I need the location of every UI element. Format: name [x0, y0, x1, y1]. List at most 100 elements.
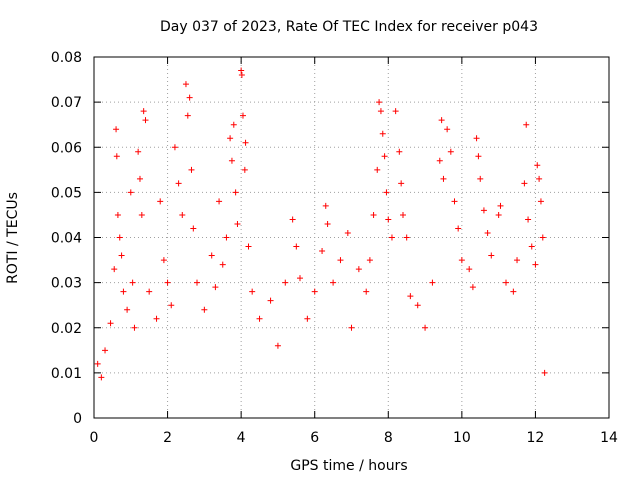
data-point: [304, 315, 311, 322]
data-point: [249, 288, 256, 295]
data-point: [289, 216, 296, 223]
data-point: [379, 130, 386, 137]
data-point: [521, 180, 528, 187]
data-point: [114, 211, 121, 218]
data-point: [497, 202, 504, 209]
data-point: [157, 198, 164, 205]
data-point: [190, 225, 197, 232]
chart-title: Day 037 of 2023, Rate Of TEC Index for r…: [160, 19, 538, 35]
data-point: [370, 211, 377, 218]
data-point: [311, 288, 318, 295]
x-tick-label: 8: [384, 430, 393, 446]
data-point: [234, 220, 241, 227]
data-point: [194, 279, 200, 286]
data-point: [171, 144, 178, 151]
data-point: [366, 257, 373, 264]
data-point: [532, 261, 539, 268]
data-point: [129, 279, 136, 286]
data-point: [455, 225, 462, 232]
y-tick-label: 0.04: [51, 231, 82, 247]
x-tick-label: 12: [527, 430, 545, 446]
data-point: [444, 126, 451, 133]
data-point: [337, 257, 344, 264]
data-point: [388, 234, 395, 241]
data-point: [219, 261, 226, 268]
data-point: [330, 279, 337, 286]
data-point: [480, 207, 487, 214]
data-point: [120, 288, 127, 295]
data-point: [179, 211, 186, 218]
data-point: [477, 175, 484, 182]
data-point: [232, 189, 239, 196]
data-point: [376, 99, 383, 106]
data-point: [230, 121, 237, 128]
data-point: [116, 234, 123, 241]
data-point: [160, 257, 167, 264]
data-point: [245, 243, 252, 250]
y-tick-label: 0.08: [51, 50, 82, 66]
data-point: [374, 166, 381, 173]
grid: [94, 57, 609, 418]
data-point: [466, 266, 473, 273]
data-point: [503, 279, 509, 286]
data-point: [267, 297, 274, 304]
y-tick-label: 0.02: [51, 321, 82, 337]
data-point: [239, 112, 246, 119]
y-axis-label: ROTI / TECUs: [5, 192, 21, 284]
y-tick-label: 0: [73, 411, 82, 427]
data-point: [241, 166, 248, 173]
data-point: [363, 288, 370, 295]
data-point: [414, 302, 421, 309]
data-point: [111, 266, 118, 273]
data-point: [381, 153, 388, 160]
data-point: [429, 279, 436, 286]
data-point: [422, 324, 429, 331]
data-point: [447, 148, 454, 155]
data-point: [242, 139, 249, 146]
data-point: [212, 284, 219, 291]
data-points: [94, 67, 548, 381]
data-point: [440, 175, 447, 182]
data-point: [184, 112, 191, 119]
data-point: [238, 72, 245, 79]
data-point: [495, 211, 502, 218]
y-tick-label: 0.07: [51, 95, 82, 111]
data-point: [319, 248, 326, 255]
data-point: [398, 180, 405, 187]
data-point: [201, 306, 208, 313]
data-point: [451, 198, 458, 205]
data-point: [94, 360, 101, 367]
x-tick-label: 10: [453, 430, 471, 446]
data-point: [124, 306, 131, 313]
data-point: [138, 211, 145, 218]
data-point: [324, 220, 331, 227]
data-point: [118, 252, 125, 259]
data-point: [238, 67, 245, 74]
data-point: [146, 288, 153, 295]
data-point: [140, 108, 147, 115]
y-tick-label: 0.03: [51, 276, 82, 292]
axis-ticks: [93, 56, 610, 419]
data-point: [458, 257, 465, 264]
data-point: [102, 347, 109, 354]
data-point: [488, 252, 495, 259]
data-point: [113, 153, 120, 160]
data-point: [436, 157, 443, 164]
data-point: [164, 279, 171, 286]
data-point: [297, 275, 303, 282]
y-tick-label: 0.05: [51, 185, 82, 201]
data-point: [223, 234, 230, 241]
data-point: [274, 342, 281, 349]
y-tick-label: 0.06: [51, 140, 82, 156]
data-point: [208, 252, 215, 259]
data-point: [182, 81, 189, 88]
data-point: [348, 324, 355, 331]
data-point: [469, 284, 476, 291]
data-point: [344, 229, 351, 236]
data-point: [484, 229, 491, 236]
x-tick-label: 6: [310, 430, 319, 446]
data-point: [514, 257, 521, 264]
data-point: [168, 302, 175, 309]
data-point: [256, 315, 263, 322]
